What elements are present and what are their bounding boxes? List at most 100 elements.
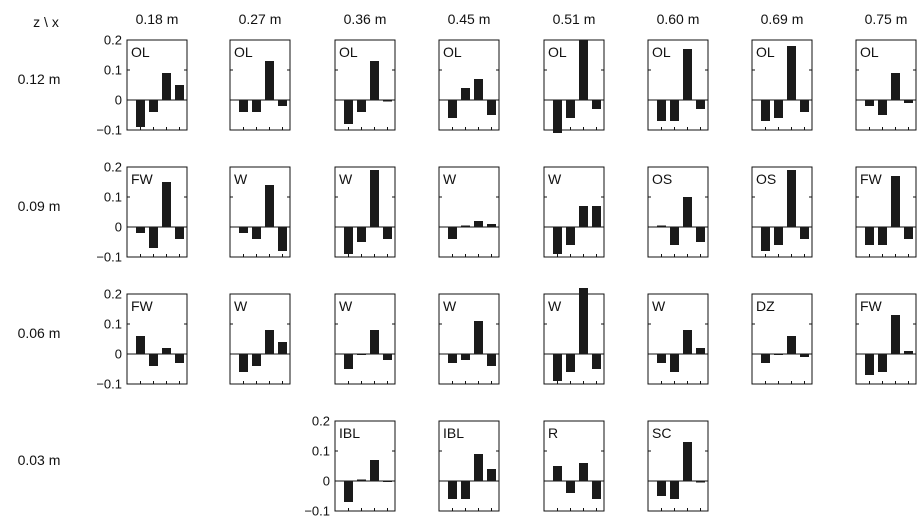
panel: FW (855, 166, 917, 258)
bar (239, 100, 248, 112)
bar (800, 227, 809, 239)
panel: W (334, 293, 396, 385)
panel: FW 0.2 0.1 0 −0.1 (96, 160, 188, 265)
bar (683, 197, 692, 227)
bar (474, 454, 483, 481)
bar (553, 227, 562, 254)
bar (344, 481, 353, 502)
panel: OL (543, 39, 605, 133)
region-label: FW (860, 298, 883, 314)
panel: OL (334, 39, 396, 131)
bar (592, 206, 601, 227)
y-tick-label: 0 (115, 93, 122, 108)
y-tick-label: 0.2 (104, 287, 122, 302)
panel: OS (647, 166, 709, 258)
bar (878, 227, 887, 245)
bar (787, 46, 796, 100)
region-label: OL (131, 44, 150, 60)
x-header: 0.18 m (136, 11, 179, 27)
bar (761, 354, 770, 363)
region-label: W (234, 298, 248, 314)
bar (553, 100, 562, 133)
bar (136, 100, 145, 127)
bar (344, 227, 353, 254)
bar (487, 354, 496, 366)
bar (239, 354, 248, 372)
bar (252, 100, 261, 112)
x-header: 0.27 m (239, 11, 282, 27)
region-label: IBL (339, 425, 360, 441)
region-label: OS (756, 171, 776, 187)
bar (683, 49, 692, 100)
bar (878, 100, 887, 115)
panel-frame (751, 293, 813, 385)
bar (657, 225, 666, 227)
panel: SC (647, 420, 709, 512)
bar (800, 354, 809, 357)
bar (149, 354, 158, 366)
bar (657, 354, 666, 363)
bar (878, 354, 887, 372)
bar (175, 85, 184, 100)
panel: W (543, 166, 605, 258)
bar (461, 481, 470, 499)
panel: W (334, 166, 396, 258)
bar (344, 100, 353, 124)
bar (579, 206, 588, 227)
x-header: 0.69 m (761, 11, 804, 27)
bar (136, 227, 145, 233)
region-label: W (548, 171, 562, 187)
y-tick-label: 0.1 (312, 444, 330, 459)
region-label: OS (652, 171, 672, 187)
region-label: R (548, 425, 558, 441)
bar (487, 469, 496, 481)
bar (670, 481, 679, 499)
panel: W (438, 166, 500, 258)
bar (670, 100, 679, 121)
region-label: FW (860, 171, 883, 187)
z-header: 0.06 m (18, 325, 61, 341)
region-label: OL (652, 44, 671, 60)
x-header: 0.75 m (865, 11, 908, 27)
bar (357, 227, 366, 242)
bar (592, 481, 601, 499)
bar (657, 481, 666, 496)
bar (696, 100, 705, 109)
region-label: DZ (756, 298, 775, 314)
panel-frame (438, 166, 500, 258)
bar (774, 354, 783, 355)
bar (278, 342, 287, 354)
bar (383, 100, 392, 102)
x-headers: 0.18 m 0.27 m 0.36 m 0.45 m 0.51 m 0.60 m 0.69… (136, 11, 908, 27)
bar (448, 354, 457, 363)
bar (357, 100, 366, 112)
x-header: 0.36 m (344, 11, 387, 27)
panel: FW 0.2 0.1 0 −0.1 (96, 287, 188, 392)
region-label: IBL (443, 425, 464, 441)
y-tick-label: 0 (115, 220, 122, 235)
z-header: 0.03 m (18, 452, 61, 468)
bar (696, 348, 705, 354)
bar (162, 182, 171, 227)
y-tick-label: −0.1 (304, 504, 330, 519)
bar (265, 61, 274, 100)
bar (774, 227, 783, 245)
region-label: W (548, 298, 562, 314)
bar (487, 224, 496, 227)
bar (370, 460, 379, 481)
bar (683, 330, 692, 354)
y-tick-label: 0 (115, 347, 122, 362)
region-label: W (339, 298, 353, 314)
bar (657, 100, 666, 121)
bar (566, 354, 575, 372)
bar (761, 100, 770, 121)
panel: OL (229, 39, 291, 131)
bar (553, 466, 562, 481)
region-label: FW (131, 171, 154, 187)
region-label: OL (756, 44, 775, 60)
region-label: W (652, 298, 666, 314)
z-headers: 0.12 m 0.09 m 0.06 m 0.03 m (18, 71, 61, 468)
bar (448, 227, 457, 239)
region-label: SC (652, 425, 671, 441)
